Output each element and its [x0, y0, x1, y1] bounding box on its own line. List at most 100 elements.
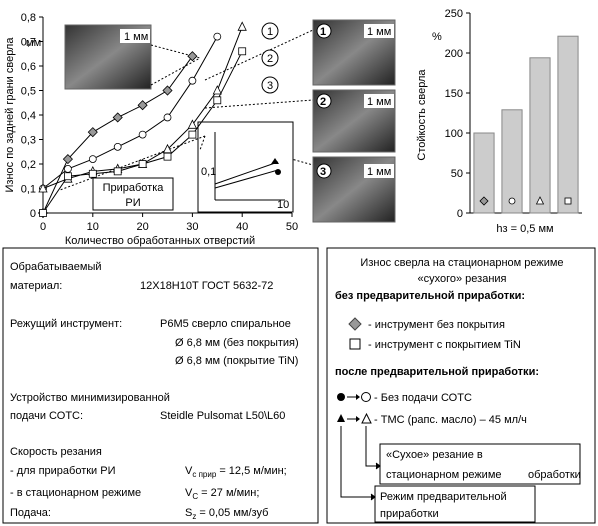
- y-tick-label: 0,1: [21, 184, 36, 196]
- legend-label: 1: [267, 26, 273, 38]
- inset-label: 0,1: [201, 166, 216, 178]
- text: Sz = 0,05 мм/зуб: [185, 507, 268, 521]
- text: Ø 6,8 мм (без покрытия): [175, 337, 299, 349]
- marker: [64, 173, 71, 180]
- marker: [89, 156, 96, 163]
- marker: [114, 143, 121, 150]
- x-axis-label: hз = 0,5 мм: [496, 223, 553, 235]
- text: без предварительной приработки:: [335, 290, 525, 302]
- marker: [64, 165, 71, 172]
- legend-label: 2: [267, 53, 273, 65]
- marker: [89, 170, 96, 177]
- text: Скорость резания: [10, 446, 102, 458]
- text: материал:: [10, 280, 62, 292]
- scale-label: 1 мм: [367, 96, 391, 108]
- marker: [164, 114, 171, 121]
- bar: [502, 110, 522, 213]
- text: Ø 6,8 мм (покрытие TiN): [175, 355, 298, 367]
- page: 1 мм 1 мм 1 мм 1 мм 1 2 3 0,1 10 Прирабо…: [0, 0, 598, 526]
- legend-panel: Износ сверла на стационарном режиме «сух…: [327, 248, 595, 523]
- x-tick-label: 10: [87, 221, 99, 233]
- y-tick-label: 0,3: [21, 135, 36, 147]
- marker: [139, 131, 146, 138]
- photo-label: 3: [320, 166, 326, 178]
- marker: [214, 33, 221, 40]
- y-tick-label: 150: [445, 88, 463, 100]
- y-axis-label: Стойкость сверла: [416, 69, 428, 161]
- marker: [238, 22, 246, 30]
- marker: [239, 48, 246, 55]
- y-tick-label: 100: [445, 128, 463, 140]
- text: - инструмент с покрытием TiN: [368, 339, 521, 351]
- photo-label: 1: [320, 26, 326, 38]
- marker: [138, 101, 147, 110]
- legend-label: 3: [267, 80, 273, 92]
- text: Износ сверла на стационарном режиме: [360, 257, 563, 269]
- annotation: РИ: [125, 197, 140, 209]
- text: S: [185, 507, 192, 519]
- x-tick-label: 0: [40, 221, 46, 233]
- marker: [189, 77, 196, 84]
- marker: [139, 161, 146, 168]
- text: приработки: [380, 508, 439, 520]
- text: = 12,5 м/мин;: [216, 465, 286, 477]
- y-tick-label: 0,4: [21, 110, 36, 122]
- y-tick-label: 0,8: [21, 12, 36, 24]
- text: Подача:: [10, 507, 51, 519]
- conditions-panel: Обрабатываемый материал: 12Х18Н10Т ГОСТ …: [3, 248, 318, 523]
- x-axis-label: Количество обработанных отверстий: [65, 235, 255, 247]
- scale-label: 1 мм: [367, 166, 391, 178]
- marker: [40, 210, 47, 217]
- x-tick-label: 40: [236, 221, 248, 233]
- y-tick-label: 0: [30, 208, 36, 220]
- marker: [113, 113, 122, 122]
- scale-label: 1 мм: [124, 31, 148, 43]
- y-tick-label: 250: [445, 8, 463, 20]
- y-tick-label: 0,6: [21, 61, 36, 73]
- marker: [164, 153, 171, 160]
- text: - Без подачи СОТС: [374, 392, 472, 404]
- text: = 0,05 мм/зуб: [196, 507, 268, 519]
- annotation: Приработка: [103, 182, 165, 194]
- y-tick-label: 200: [445, 48, 463, 60]
- text: 12Х18Н10Т ГОСТ 5632-72: [140, 280, 273, 292]
- inset-label: 10: [277, 199, 289, 211]
- marker: [188, 52, 197, 61]
- y-tick-label: 0,2: [21, 159, 36, 171]
- marker: [565, 198, 571, 204]
- photo-label: 2: [320, 96, 326, 108]
- text: Устройство минимизированной: [10, 392, 170, 404]
- text: c прир: [192, 470, 216, 479]
- x-tick-label: 20: [136, 221, 148, 233]
- text: «Сухое» резание в: [386, 449, 483, 461]
- text: - инструмент без покрытия: [368, 319, 505, 331]
- marker: [163, 86, 172, 95]
- marker: [213, 86, 221, 94]
- marker: [189, 131, 196, 138]
- text: VC = 27 м/мин;: [185, 487, 259, 501]
- text: - в стационарном режиме: [10, 487, 141, 499]
- text: = 27 м/мин;: [198, 487, 259, 499]
- y-tick-label: 0,7: [21, 37, 36, 49]
- y-tick-label: 50: [451, 168, 463, 180]
- bar: [530, 58, 550, 213]
- text: Р6М5 сверло спиральное: [160, 318, 291, 330]
- text: «сухого» резания: [417, 273, 506, 285]
- marker: [509, 198, 515, 204]
- y-tick-label: 0: [457, 208, 463, 220]
- text: Steidle Pulsomat L50\L60: [160, 410, 285, 422]
- y-tick-label: 0,5: [21, 86, 36, 98]
- bar: [558, 36, 578, 213]
- y-axis-label: Износ по задней грани сверла: [4, 37, 16, 193]
- text: Режим предварительной: [380, 491, 507, 503]
- scale-label: 1 мм: [367, 26, 391, 38]
- text: Vc прир = 12,5 м/мин;: [185, 465, 287, 479]
- x-tick-label: 30: [186, 221, 198, 233]
- text: подачи СОТС:: [10, 410, 83, 422]
- text: - ТМС (рапс. масло) – 45 мл/ч: [374, 414, 527, 426]
- text: после предварительной приработки:: [335, 366, 539, 378]
- x-tick-label: 50: [286, 221, 298, 233]
- y-unit: %: [432, 31, 442, 43]
- text: обработки: [528, 469, 581, 481]
- marker: [114, 168, 121, 175]
